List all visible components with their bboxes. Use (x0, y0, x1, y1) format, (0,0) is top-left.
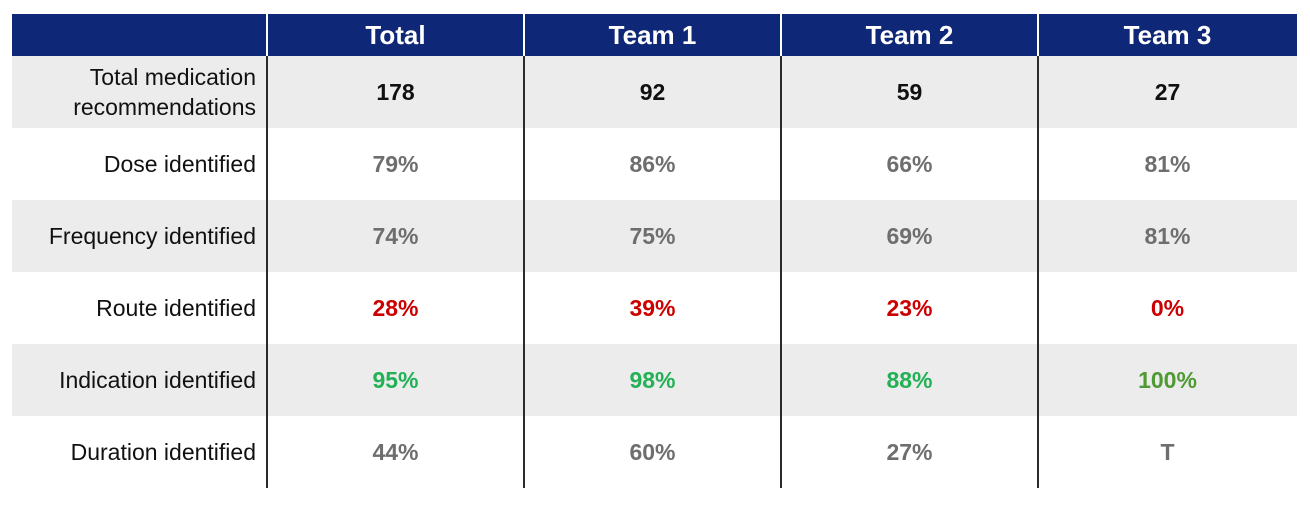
value-team-3: 0% (1150, 294, 1185, 321)
value-team-3: 27 (1154, 78, 1181, 105)
results-table: Total Team 1 Team 2 Team 3 Total medicat… (12, 14, 1297, 488)
table-row: Frequency identified 74% 75% 69% 81% (12, 200, 1297, 272)
value-team-3: T (1160, 438, 1175, 465)
value-total: 28% (268, 272, 525, 344)
value-team-2: 66% (782, 128, 1039, 200)
value-team-1: 60% (525, 416, 782, 488)
table-row: Indication identified 95% 98% 88% 100% (12, 344, 1297, 416)
value-total: 178 (268, 56, 525, 128)
value-team-2: 23% (782, 272, 1039, 344)
header-team-1: Team 1 (525, 14, 782, 56)
value-total: 74% (268, 200, 525, 272)
value-team-3: 81% (1144, 222, 1191, 249)
header-team-3: Team 3 (1123, 19, 1212, 50)
value-team-3: 100% (1138, 366, 1197, 393)
row-label: Route identified (12, 272, 268, 344)
header-team-2: Team 2 (782, 14, 1039, 56)
row-label: Dose identified (12, 128, 268, 200)
value-team-2: 59 (782, 56, 1039, 128)
header-total: Total (268, 14, 525, 56)
header-corner (12, 14, 268, 56)
value-team-2: 88% (782, 344, 1039, 416)
row-label: Indication identified (12, 344, 268, 416)
value-team-1: 39% (525, 272, 782, 344)
value-total: 79% (268, 128, 525, 200)
table-header-row: Total Team 1 Team 2 Team 3 (12, 14, 1297, 56)
value-team-2: 27% (782, 416, 1039, 488)
table-row: Duration identified 44% 60% 27% T (12, 416, 1297, 488)
table-row: Dose identified 79% 86% 66% 81% (12, 128, 1297, 200)
row-label: Total medication recommendations (12, 56, 268, 128)
row-label: Frequency identified (12, 200, 268, 272)
value-total: 95% (268, 344, 525, 416)
value-team-1: 86% (525, 128, 782, 200)
row-label: Duration identified (12, 416, 268, 488)
value-team-2: 69% (782, 200, 1039, 272)
value-team-1: 75% (525, 200, 782, 272)
value-team-3: 81% (1144, 150, 1191, 177)
value-team-1: 98% (525, 344, 782, 416)
value-total: 44% (268, 416, 525, 488)
value-team-1: 92 (525, 56, 782, 128)
table-row: Route identified 28% 39% 23% 0% (12, 272, 1297, 344)
table-row: Total medication recommendations 178 92 … (12, 56, 1297, 128)
